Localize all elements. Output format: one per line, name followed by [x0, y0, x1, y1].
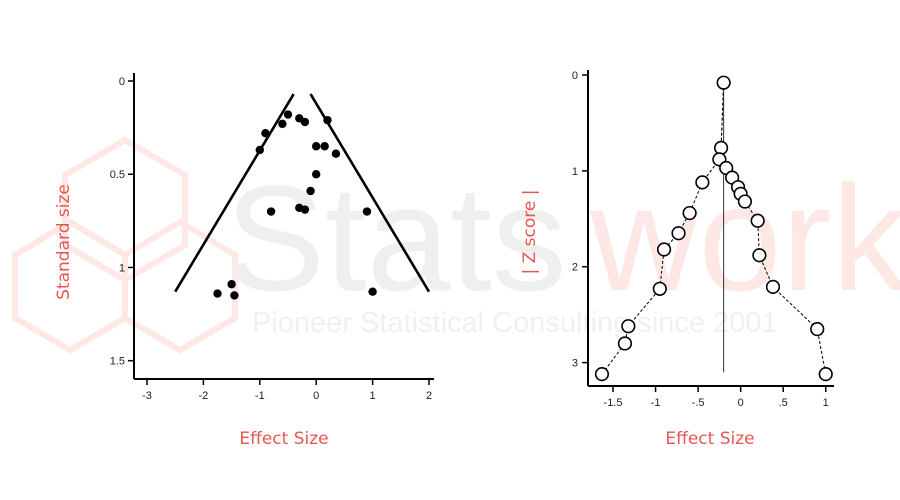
y-tick-label: 0 — [119, 76, 125, 88]
data-point — [737, 194, 753, 209]
y-tick-label: 3 — [572, 358, 578, 370]
x-tick-label: -1.5 — [604, 397, 623, 409]
data-point — [230, 291, 239, 300]
data-point — [652, 281, 667, 296]
y-tick-label: 0.5 — [110, 169, 125, 181]
data-point — [283, 110, 293, 119]
data-point — [810, 321, 825, 337]
x-tick-label: 0 — [738, 397, 744, 409]
data-point — [752, 248, 767, 263]
data-point — [261, 129, 270, 138]
dashed-branch-right — [720, 82, 827, 375]
data-point — [682, 205, 697, 221]
data-point — [300, 205, 310, 214]
x-axis-title: Effect Size — [665, 429, 754, 449]
data-point — [617, 336, 633, 351]
x-tick-label: 2 — [426, 390, 432, 402]
x-tick-label: -1 — [255, 390, 265, 402]
data-point — [716, 75, 731, 90]
data-point — [750, 213, 765, 228]
x-tick-label: 1 — [823, 397, 829, 409]
y-axis-title: | Z score | — [520, 190, 540, 275]
data-point — [594, 367, 610, 382]
x-axis-title: Effect Size — [239, 429, 328, 449]
z-score-plot: 0 1 2 3 -1.5 -1 -.5 0 .5 1 Effect Size | Z score | — [520, 70, 834, 449]
data-point — [713, 140, 729, 155]
y-tick-label: 0 — [572, 70, 578, 82]
data-point — [362, 207, 372, 216]
y-tick-label: 2 — [572, 262, 578, 274]
x-tick-label: 0 — [313, 390, 319, 402]
dashed-branch-left — [601, 82, 725, 375]
data-point — [306, 186, 315, 196]
data-point — [266, 207, 276, 216]
data-point — [278, 119, 287, 129]
y-tick-label: 1 — [119, 262, 125, 274]
data-point — [213, 289, 222, 298]
data-point — [621, 319, 636, 334]
data-point — [320, 142, 329, 151]
data-point — [312, 142, 321, 151]
funnel-line-right — [309, 93, 431, 293]
x-tick-label: 1 — [370, 390, 376, 402]
data-point — [331, 149, 341, 158]
data-point — [695, 175, 710, 190]
x-tick-label: -2 — [199, 390, 209, 402]
data-point — [312, 170, 321, 179]
data-point — [765, 279, 781, 294]
funnel-line-left — [174, 93, 295, 293]
x-tick-label: -1 — [651, 397, 661, 409]
funnel-plot: 0 0.5 1 1.5 -3 -2 -1 0 1 2 Effect Size Standard siz… — [54, 73, 434, 449]
data-point — [818, 367, 833, 382]
y-tick-label: 1 — [572, 166, 578, 178]
data-point — [368, 287, 377, 296]
x-tick-label: .5 — [779, 397, 788, 409]
data-point — [300, 117, 310, 127]
data-point — [227, 280, 236, 289]
data-point — [255, 145, 264, 155]
x-tick-label: -.5 — [692, 397, 705, 409]
y-axis-title: Standard size — [54, 184, 74, 300]
y-tick-label: 1.5 — [110, 356, 125, 368]
data-point — [656, 242, 672, 257]
data-point — [323, 115, 332, 125]
x-tick-label: -3 — [142, 390, 152, 402]
data-point — [671, 226, 686, 241]
